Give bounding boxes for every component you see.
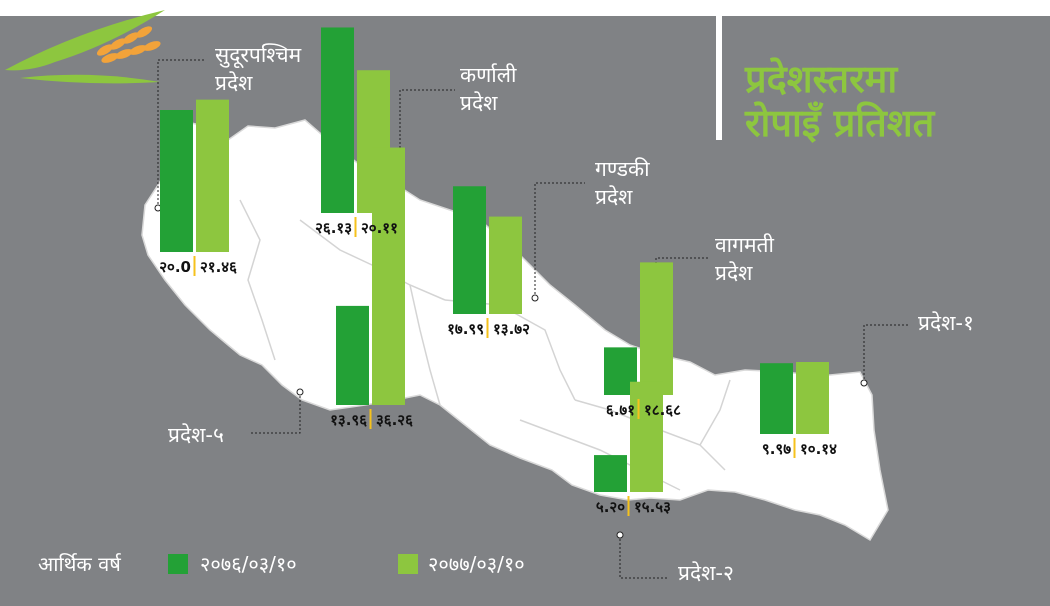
- value-label-2077-6: १०.१४: [800, 440, 837, 458]
- legend-swatch-2077: [398, 554, 418, 574]
- region-label-3: प्रदेश: [595, 185, 633, 209]
- region-label-1: कर्णाली: [460, 63, 517, 87]
- value-label-2076-2: १३.९६: [330, 411, 367, 429]
- region-label-6: प्रदेश-१: [918, 311, 974, 335]
- connector-dot: [296, 388, 304, 396]
- region-label-5: प्रदेश-२: [678, 561, 734, 585]
- region-label-2: प्रदेश-५: [168, 423, 224, 447]
- connector-line: [619, 535, 668, 579]
- connector-dot: [616, 531, 624, 539]
- title-line-1: प्रदेशस्तरमा: [745, 57, 898, 101]
- value-label-2077-1: २०.११: [361, 219, 398, 237]
- region-label-0: सुदूरपश्चिम: [215, 43, 302, 69]
- bar-2076-1: [321, 27, 354, 213]
- bar-2077-0: [196, 99, 229, 252]
- value-label-2076-3: १७.९९: [447, 320, 484, 338]
- bar-2077-2: [372, 147, 405, 405]
- value-label-2077-2: ३६.२६: [376, 411, 413, 429]
- value-label-2076-0: २०.0: [159, 258, 191, 276]
- connector-line: [250, 392, 301, 434]
- legend-swatch-2076: [168, 554, 188, 574]
- connector-line: [863, 324, 910, 383]
- connector-line: [534, 182, 585, 298]
- value-label-2077-5: १५.५३: [634, 498, 671, 516]
- value-label-2077-3: १३.७२: [493, 320, 530, 338]
- region-label-3: गण्डकी: [595, 157, 650, 181]
- value-divider: [627, 496, 630, 516]
- bar-2076-6: [760, 363, 793, 434]
- connector-dot: [531, 294, 539, 302]
- value-label-2076-5: ५.२०: [596, 498, 625, 516]
- bar-2077-4: [640, 262, 673, 395]
- value-labels: २०.0 २१.४६ २६.१३ २०.११ १३.९६ ३६.२६ १७.९९ १३.७२ ६…: [159, 219, 837, 516]
- legend-label: आर्थिक वर्ष: [38, 552, 121, 576]
- top-strip: [0, 0, 1050, 16]
- legend-item-2076: २०७६/०३/१०: [200, 552, 297, 576]
- bar-dividers: [193, 217, 796, 516]
- bars-group: [160, 27, 829, 492]
- region-label-1: प्रदेश: [460, 91, 498, 115]
- region-label-4: वागमती: [715, 233, 774, 257]
- value-divider: [486, 318, 489, 338]
- value-divider: [637, 399, 640, 419]
- bar-2076-0: [160, 110, 193, 252]
- bar-2077-5: [630, 381, 663, 492]
- title-divider-bar: [716, 16, 722, 140]
- value-divider: [369, 409, 372, 429]
- wheat-logo-icon: [5, 10, 165, 84]
- bar-2076-2: [336, 305, 369, 405]
- value-label-2076-1: २६.१३: [315, 219, 352, 237]
- value-label-2076-4: ६.७१: [606, 401, 635, 419]
- value-divider: [793, 438, 796, 458]
- connector-line: [399, 89, 455, 200]
- bar-2077-6: [796, 362, 829, 434]
- region-labels: सुदूरपश्चिमप्रदेश कर्णालीप्रदेशप्रदेश-५गण…: [168, 43, 974, 585]
- value-label-2077-0: २१.४६: [200, 258, 237, 276]
- connector-line: [157, 59, 205, 208]
- bar-2076-5: [594, 455, 627, 492]
- value-divider: [354, 217, 357, 237]
- region-label-0: प्रदेश: [215, 71, 253, 95]
- bar-2076-3: [453, 186, 486, 314]
- region-label-4: प्रदेश: [715, 261, 753, 285]
- value-label-2076-6: ९.९७: [762, 440, 791, 458]
- title-line-2: रोपाइँ प्रतिशत: [745, 101, 935, 145]
- bar-2077-3: [489, 216, 522, 314]
- legend-item-2077: २०७७/०३/१०: [428, 552, 525, 576]
- value-label-2077-4: १८.६८: [644, 401, 681, 419]
- connector-dot: [860, 379, 868, 387]
- value-divider: [193, 256, 196, 276]
